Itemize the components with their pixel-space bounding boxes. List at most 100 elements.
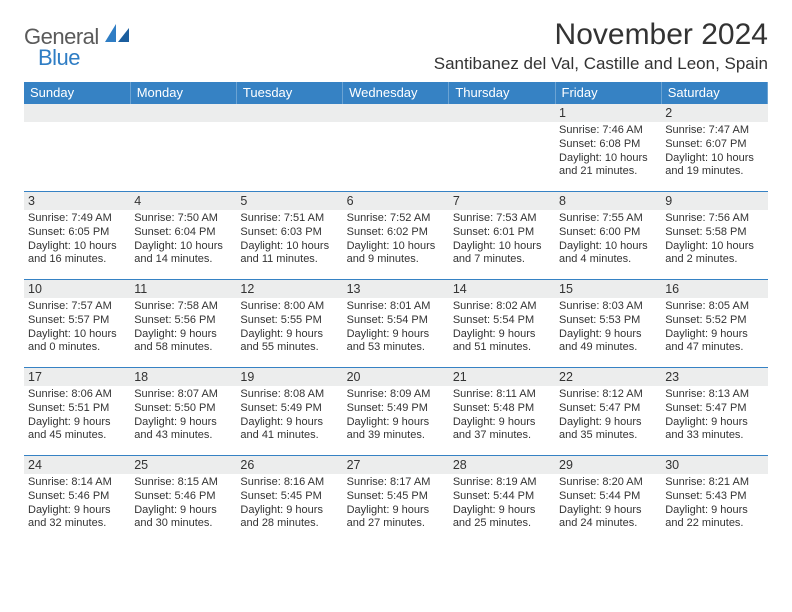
day-detail: Sunrise: 8:15 AMSunset: 5:46 PMDaylight:… — [130, 474, 236, 535]
weekday-header: Monday — [130, 82, 236, 104]
calendar-cell: 14Sunrise: 8:02 AMSunset: 5:54 PMDayligh… — [449, 280, 555, 368]
day-detail-line: Daylight: 9 hours — [665, 416, 763, 430]
day-detail-line: Daylight: 9 hours — [28, 416, 126, 430]
day-number: 18 — [130, 368, 236, 386]
day-detail: Sunrise: 8:09 AMSunset: 5:49 PMDaylight:… — [343, 386, 449, 447]
day-detail-line: and 11 minutes. — [240, 253, 338, 267]
day-detail-line: Daylight: 10 hours — [453, 240, 551, 254]
day-detail: Sunrise: 8:17 AMSunset: 5:45 PMDaylight:… — [343, 474, 449, 535]
month-title: November 2024 — [434, 18, 768, 52]
calendar-cell: 22Sunrise: 8:12 AMSunset: 5:47 PMDayligh… — [555, 368, 661, 456]
title-area: November 2024 Santibanez del Val, Castil… — [434, 18, 768, 74]
day-detail-line: Sunrise: 8:21 AM — [665, 476, 763, 490]
day-detail: Sunrise: 8:05 AMSunset: 5:52 PMDaylight:… — [661, 298, 767, 359]
calendar-cell: 20Sunrise: 8:09 AMSunset: 5:49 PMDayligh… — [343, 368, 449, 456]
day-detail-line: and 0 minutes. — [28, 341, 126, 355]
sail-icon — [105, 24, 131, 47]
day-detail: Sunrise: 7:47 AMSunset: 6:07 PMDaylight:… — [661, 122, 767, 183]
day-number: 25 — [130, 456, 236, 474]
calendar-cell: 29Sunrise: 8:20 AMSunset: 5:44 PMDayligh… — [555, 456, 661, 544]
day-detail-line: Sunrise: 8:03 AM — [559, 300, 657, 314]
calendar-cell: 30Sunrise: 8:21 AMSunset: 5:43 PMDayligh… — [661, 456, 767, 544]
day-number — [130, 104, 236, 122]
calendar-cell: 9Sunrise: 7:56 AMSunset: 5:58 PMDaylight… — [661, 192, 767, 280]
day-detail-line: and 58 minutes. — [134, 341, 232, 355]
day-detail-line: and 47 minutes. — [665, 341, 763, 355]
day-number: 2 — [661, 104, 767, 122]
day-number: 15 — [555, 280, 661, 298]
weekday-header: Tuesday — [236, 82, 342, 104]
day-number: 16 — [661, 280, 767, 298]
day-detail-line: Sunrise: 7:57 AM — [28, 300, 126, 314]
day-detail-line: Sunrise: 7:46 AM — [559, 124, 657, 138]
calendar-cell — [24, 104, 130, 192]
day-detail-line: Daylight: 9 hours — [559, 328, 657, 342]
day-detail-line: Sunset: 5:54 PM — [347, 314, 445, 328]
day-number: 26 — [236, 456, 342, 474]
day-number: 21 — [449, 368, 555, 386]
calendar-cell — [449, 104, 555, 192]
calendar-cell: 5Sunrise: 7:51 AMSunset: 6:03 PMDaylight… — [236, 192, 342, 280]
day-detail-line: Daylight: 9 hours — [453, 504, 551, 518]
day-number: 11 — [130, 280, 236, 298]
header-row: General Blue November 2024 Santibanez de… — [24, 18, 768, 74]
day-detail-line: and 14 minutes. — [134, 253, 232, 267]
brand-logo: General Blue — [24, 18, 131, 69]
day-detail-line: Sunrise: 8:02 AM — [453, 300, 551, 314]
day-number — [343, 104, 449, 122]
weekday-header: Friday — [555, 82, 661, 104]
day-detail-line: Sunset: 6:01 PM — [453, 226, 551, 240]
day-detail-line: Sunset: 6:07 PM — [665, 138, 763, 152]
day-detail-line: Sunrise: 8:00 AM — [240, 300, 338, 314]
day-detail: Sunrise: 8:14 AMSunset: 5:46 PMDaylight:… — [24, 474, 130, 535]
day-detail-line: Sunset: 5:58 PM — [665, 226, 763, 240]
day-detail-line: Daylight: 9 hours — [28, 504, 126, 518]
day-number: 19 — [236, 368, 342, 386]
day-number: 20 — [343, 368, 449, 386]
day-detail — [449, 122, 555, 128]
day-detail-line: and 28 minutes. — [240, 517, 338, 531]
calendar-cell — [343, 104, 449, 192]
day-detail-line: Sunrise: 8:16 AM — [240, 476, 338, 490]
day-detail-line: Sunset: 6:05 PM — [28, 226, 126, 240]
day-detail-line: Sunrise: 8:01 AM — [347, 300, 445, 314]
day-detail: Sunrise: 8:16 AMSunset: 5:45 PMDaylight:… — [236, 474, 342, 535]
day-detail-line: Sunset: 5:50 PM — [134, 402, 232, 416]
day-detail: Sunrise: 7:57 AMSunset: 5:57 PMDaylight:… — [24, 298, 130, 359]
calendar-thead: SundayMondayTuesdayWednesdayThursdayFrid… — [24, 82, 768, 104]
day-detail — [343, 122, 449, 128]
day-number: 10 — [24, 280, 130, 298]
calendar-cell: 26Sunrise: 8:16 AMSunset: 5:45 PMDayligh… — [236, 456, 342, 544]
day-detail-line: Daylight: 9 hours — [559, 504, 657, 518]
day-detail-line: Daylight: 10 hours — [240, 240, 338, 254]
calendar-cell: 25Sunrise: 8:15 AMSunset: 5:46 PMDayligh… — [130, 456, 236, 544]
calendar-cell: 4Sunrise: 7:50 AMSunset: 6:04 PMDaylight… — [130, 192, 236, 280]
day-detail-line: Sunset: 5:47 PM — [665, 402, 763, 416]
calendar-cell: 13Sunrise: 8:01 AMSunset: 5:54 PMDayligh… — [343, 280, 449, 368]
day-detail-line: Daylight: 9 hours — [559, 416, 657, 430]
day-detail-line: Sunset: 6:02 PM — [347, 226, 445, 240]
day-detail — [130, 122, 236, 128]
weekday-header: Saturday — [661, 82, 767, 104]
day-detail-line: Daylight: 10 hours — [665, 240, 763, 254]
day-detail: Sunrise: 8:07 AMSunset: 5:50 PMDaylight:… — [130, 386, 236, 447]
calendar-page: General Blue November 2024 Santibanez de… — [0, 0, 792, 544]
day-detail: Sunrise: 7:51 AMSunset: 6:03 PMDaylight:… — [236, 210, 342, 271]
day-detail-line: Sunrise: 7:47 AM — [665, 124, 763, 138]
day-detail — [236, 122, 342, 128]
day-detail-line: Daylight: 10 hours — [28, 328, 126, 342]
day-detail-line: and 19 minutes. — [665, 165, 763, 179]
day-detail-line: Daylight: 10 hours — [665, 152, 763, 166]
day-detail-line: Sunset: 5:54 PM — [453, 314, 551, 328]
day-detail-line: Sunrise: 7:52 AM — [347, 212, 445, 226]
day-number: 3 — [24, 192, 130, 210]
day-detail-line: and 24 minutes. — [559, 517, 657, 531]
day-detail-line: Sunrise: 7:51 AM — [240, 212, 338, 226]
day-detail-line: and 30 minutes. — [134, 517, 232, 531]
day-detail-line: Sunset: 5:51 PM — [28, 402, 126, 416]
calendar-cell — [236, 104, 342, 192]
day-detail-line: Sunrise: 7:49 AM — [28, 212, 126, 226]
day-detail-line: and 27 minutes. — [347, 517, 445, 531]
day-detail: Sunrise: 8:12 AMSunset: 5:47 PMDaylight:… — [555, 386, 661, 447]
day-detail-line: and 51 minutes. — [453, 341, 551, 355]
